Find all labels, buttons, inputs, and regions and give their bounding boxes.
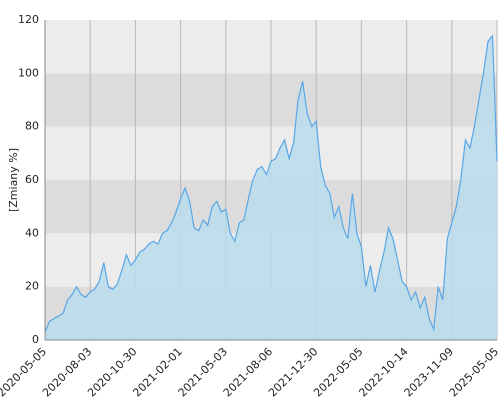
y-tick-label: 0: [32, 333, 39, 346]
y-axis-label: [Zmiany %]: [7, 148, 20, 212]
y-tick-label: 60: [25, 173, 39, 186]
y-tick-label: 100: [18, 66, 39, 79]
y-tick-label: 20: [25, 280, 39, 293]
y-tick-label: 80: [25, 120, 39, 133]
line: [44, 34, 498, 333]
y-tick-label: 120: [18, 13, 39, 26]
y-tick-label: 40: [25, 226, 39, 239]
area: [45, 36, 497, 340]
